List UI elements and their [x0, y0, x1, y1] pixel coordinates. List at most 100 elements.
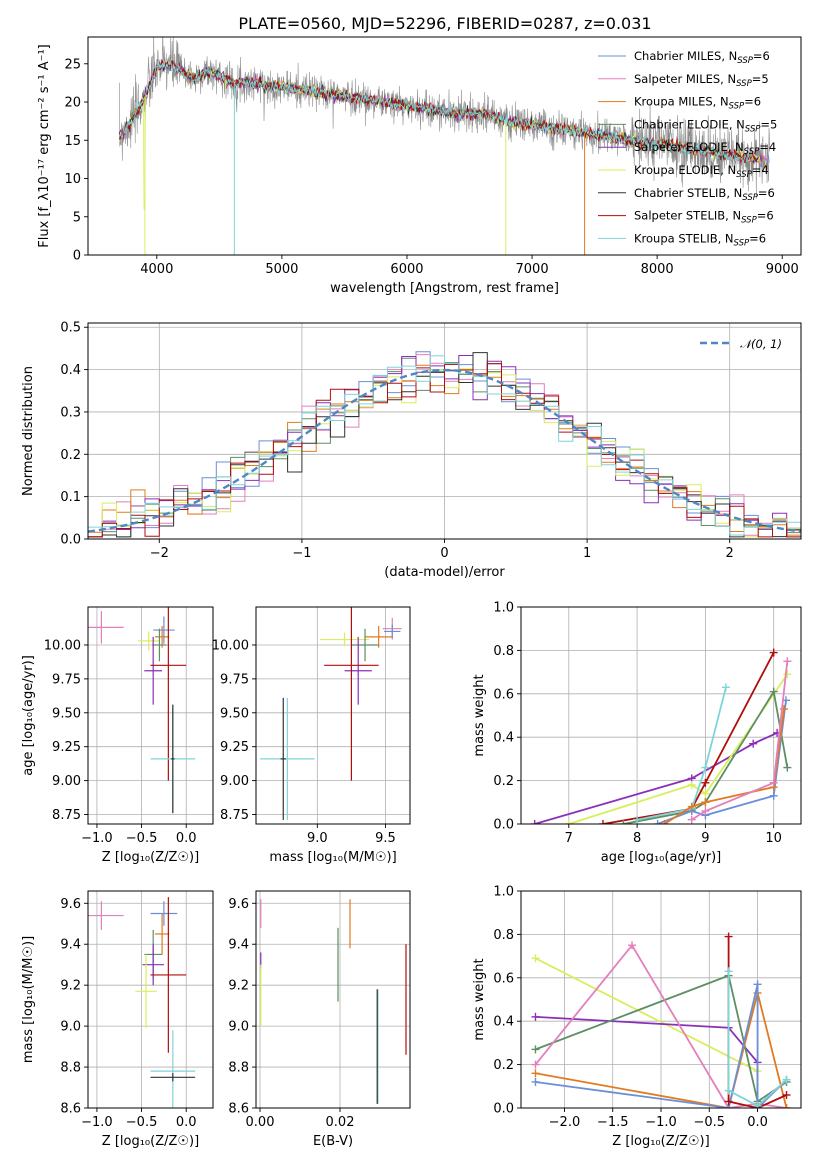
x-tick-label: −2 — [150, 546, 169, 561]
mass-weight-marker — [769, 648, 778, 657]
x-tick-label: −1 — [292, 546, 311, 561]
x-tick-label: 2 — [726, 546, 734, 561]
mass-weight-marker — [783, 657, 792, 666]
mass-weight-marker — [619, 820, 628, 824]
mass-weight-marker — [531, 1012, 540, 1021]
y-tick-label: 8.8 — [60, 1061, 81, 1076]
data-point — [260, 697, 315, 820]
y-tick-label: 10 — [64, 172, 81, 187]
x-axis-label: mass [log₁₀(M/M☉)] — [269, 850, 396, 865]
x-tick-label: 9.5 — [375, 831, 396, 846]
y-tick-label: 9.4 — [228, 938, 249, 953]
data-point — [351, 628, 379, 662]
x-tick-label: 7 — [565, 831, 573, 846]
y-tick-label: 9.00 — [220, 774, 249, 789]
mass-weight-marker — [782, 1090, 791, 1099]
mass-weight-marker — [782, 1075, 791, 1084]
plot-area-residuals — [88, 351, 801, 538]
figure-title: PLATE=0560, MJD=52296, FIBERID=0287, z=0… — [238, 14, 651, 33]
plot-area-age_vs_mass — [260, 607, 402, 820]
mass-weight-marker — [721, 683, 730, 692]
data-point — [88, 611, 124, 644]
data-point — [135, 954, 157, 1029]
x-axis-label: Z [log₁₀(Z/Z☉)] — [612, 1134, 709, 1149]
mass-weight-marker — [783, 670, 792, 679]
data-point — [324, 607, 379, 781]
panel-age_vs_mass: 9.0 9.5 8.75 9.00 9.25 9.50 9.75 10.00 mass [log… — [212, 606, 411, 865]
y-tick-label: 0.8 — [493, 928, 514, 943]
x-tick-label: 0.00 — [246, 1115, 275, 1130]
panel-massweight_vs_age: 7 8 9 10 0.0 0.2 0.4 0.6 0.8 1.0 age [log₁₀(age/yr… — [472, 601, 802, 865]
y-tick-label: 8.75 — [52, 808, 81, 823]
x-axis-label: Z [log₁₀(Z/Z☉)] — [102, 850, 199, 865]
panel-residuals: −2 −1 0 1 2 0.0 0.1 0.2 0.3 0.4 0.5 (data-model)/er… — [21, 321, 802, 580]
data-point — [154, 625, 170, 648]
legend-entry: Kroupa MILES, NSSP=6 — [634, 95, 761, 112]
y-tick-label: 1.0 — [493, 601, 514, 616]
y-tick-label: 1.0 — [493, 885, 514, 900]
y-tick-label: 9.50 — [52, 706, 81, 721]
data-point — [150, 1030, 196, 1108]
y-axis-label: mass [log₁₀(M/M☉)] — [21, 936, 36, 1063]
mass-weight-line — [691, 661, 789, 821]
legend-entry: Kroupa STELIB, NSSP=6 — [634, 231, 766, 248]
mass-weight-line — [727, 971, 788, 1107]
mass-weight-marker — [564, 820, 573, 824]
y-tick-label: 0.2 — [60, 448, 81, 463]
y-tick-label: 9.00 — [52, 774, 81, 789]
mass-weight-marker — [701, 763, 710, 772]
y-tick-label: 8.8 — [228, 1061, 249, 1076]
mass-weight-marker — [724, 1097, 733, 1106]
y-tick-label: 0.6 — [493, 687, 514, 702]
y-axis-label: Normed distribution — [21, 366, 36, 496]
mass-weight-marker — [687, 780, 696, 789]
y-tick-label: 9.25 — [220, 740, 249, 755]
y-tick-label: 25 — [64, 57, 81, 72]
y-tick-label: 9.2 — [60, 979, 81, 994]
y-axis-label: Flux [f_λ10⁻¹⁷ erg cm⁻² s⁻¹ A⁻¹] — [37, 44, 52, 248]
x-tick-label: 9.0 — [307, 831, 328, 846]
x-tick-label: −0.5 — [126, 831, 158, 846]
panel-massweight_vs_Z: −2.0 −1.5 −1.0 −0.5 0.0 0.0 0.2 0.4 0.6 0.8 1.0 Z [… — [472, 885, 802, 1149]
mass-weight-line — [534, 732, 778, 824]
mass-weight-marker — [701, 806, 710, 815]
y-tick-label: 0.0 — [60, 533, 81, 548]
axes-frame — [520, 890, 802, 1109]
panel-spectrum: 4000 5000 6000 7000 8000 9000 0 5 10 15 20 25 wavele… — [37, 36, 802, 296]
mass-weight-marker — [701, 798, 710, 807]
y-tick-label: 8.75 — [220, 808, 249, 823]
mass-weight-marker — [782, 1104, 791, 1108]
y-tick-label: 0 — [73, 249, 81, 264]
mass-weight-line — [602, 652, 775, 824]
x-tick-label: 0.0 — [176, 1115, 197, 1130]
mass-weight-marker — [783, 763, 792, 772]
mass-weight-marker — [753, 980, 762, 989]
y-tick-label: 9.2 — [228, 979, 249, 994]
legend-entry: Chabrier STELIB, NSSP=6 — [634, 186, 775, 203]
x-tick-label: 0.02 — [326, 1115, 355, 1130]
mass-weight-marker — [531, 1069, 540, 1078]
x-tick-label: −1.5 — [597, 1115, 629, 1130]
x-axis-label: (data-model)/error — [384, 565, 505, 580]
y-axis-label: mass weight — [472, 958, 487, 1040]
plot-area-mass_vs_Z — [88, 897, 196, 1108]
mass-weight-marker — [769, 778, 778, 787]
mass-weight-marker — [660, 820, 669, 824]
data-point — [150, 901, 178, 926]
x-tick-label: 9 — [701, 831, 709, 846]
y-axis-label: age [log₁₀(age/yr)] — [21, 655, 36, 776]
data-point — [344, 636, 372, 705]
gaussian-curve — [88, 368, 801, 533]
mass-weight-marker — [701, 789, 710, 798]
y-tick-label: 10.00 — [212, 638, 249, 653]
plot-area-massweight_vs_age — [530, 648, 792, 824]
x-tick-label: 0.0 — [176, 831, 197, 846]
x-tick-label: 8 — [633, 831, 641, 846]
mass-weight-line — [636, 687, 727, 821]
legend-entry: 𝒩(0, 1) — [740, 337, 782, 351]
data-point — [150, 1073, 196, 1082]
mass-weight-marker — [531, 1045, 540, 1054]
y-tick-label: 0.4 — [493, 731, 514, 746]
x-axis-label: Z [log₁₀(Z/Z☉)] — [102, 1134, 199, 1149]
